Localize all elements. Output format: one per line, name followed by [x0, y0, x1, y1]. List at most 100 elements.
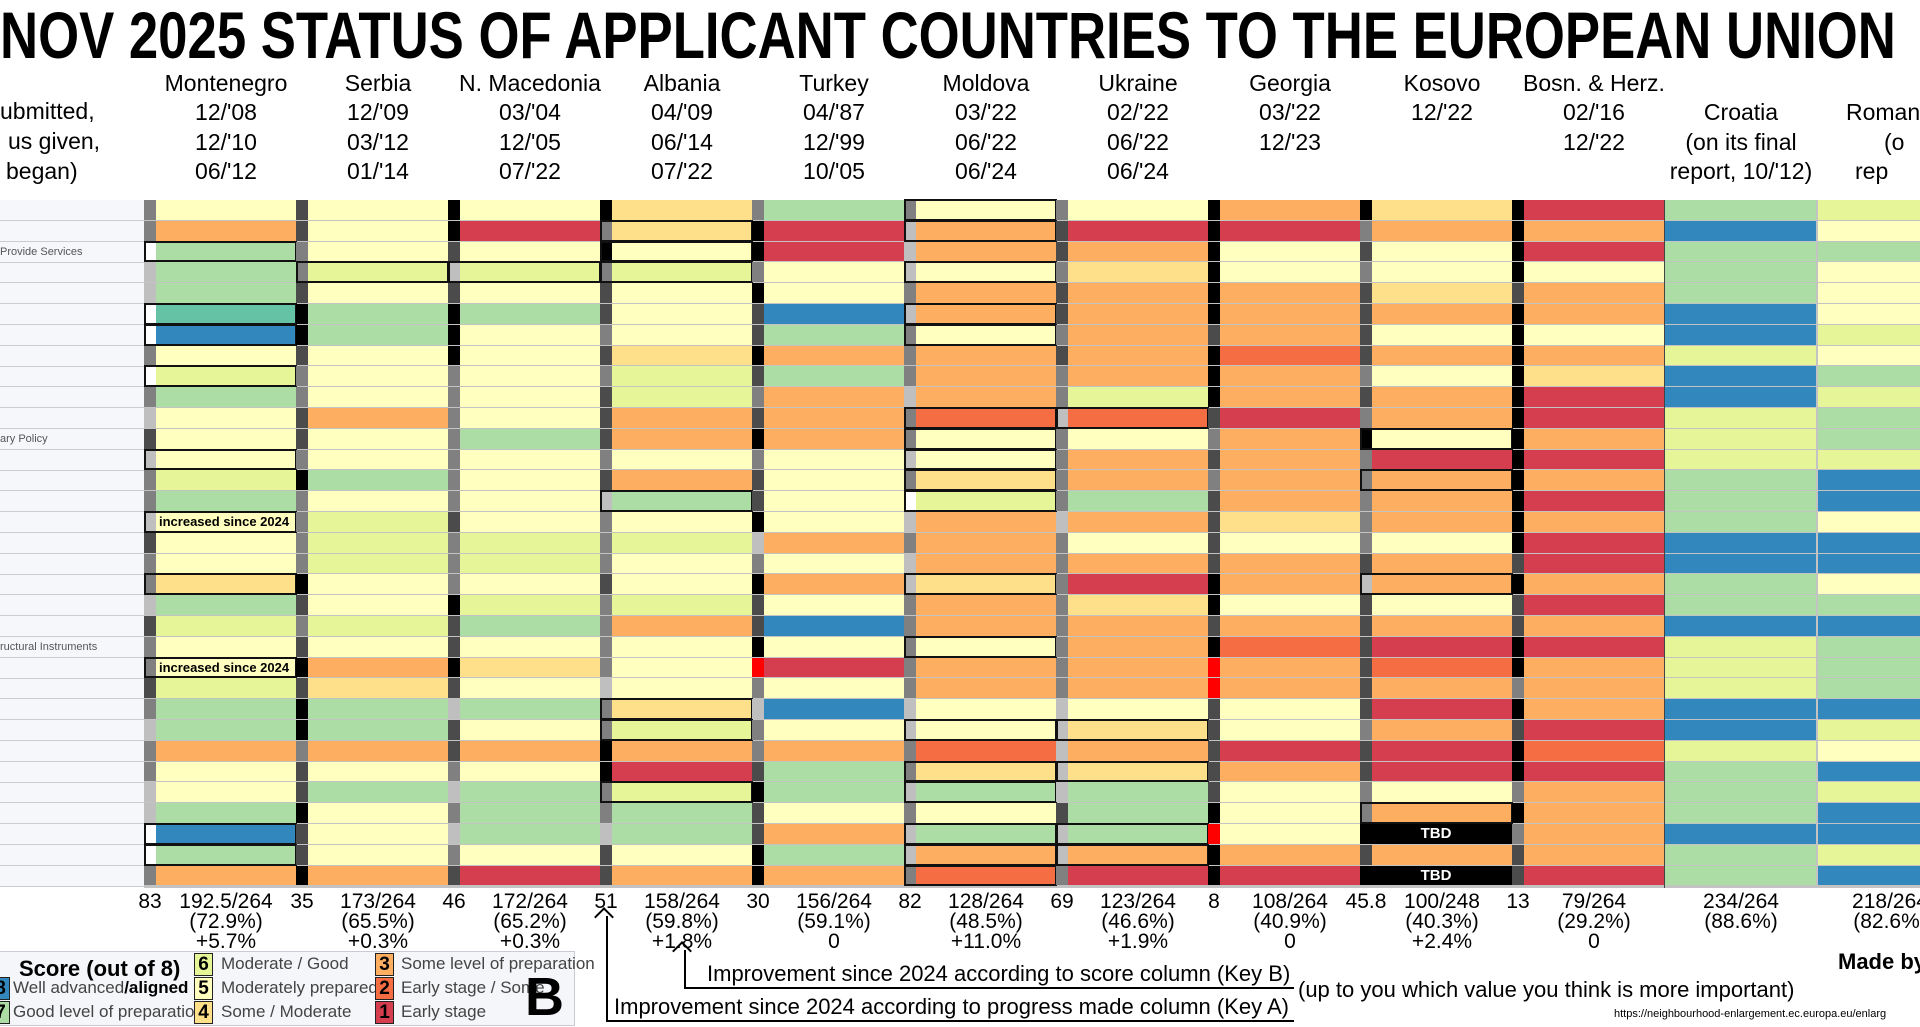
score-cell	[1068, 345, 1208, 366]
score-cell	[764, 636, 904, 657]
progress-cell	[448, 200, 460, 220]
score-cell	[1220, 200, 1360, 220]
progress-cell	[600, 304, 612, 324]
progress-cell	[752, 512, 764, 532]
progress-cell	[1056, 220, 1068, 241]
score-cell	[1524, 699, 1664, 719]
reference-score-cell	[1665, 616, 1816, 636]
reference-score-cell	[1665, 657, 1816, 678]
source-url[interactable]: https://neighbourhood-enlargement.ec.eur…	[1614, 1008, 1887, 1020]
reference-score-cell	[1818, 491, 1920, 511]
progress-cell	[904, 491, 916, 511]
progress-cell	[1056, 470, 1068, 491]
reference-score-cell	[1665, 865, 1816, 886]
reference-score-cell	[1665, 345, 1816, 366]
country-date: 02/'22	[1107, 99, 1169, 125]
score-cell	[612, 220, 752, 241]
progress-cell	[1208, 491, 1220, 511]
score-cell	[612, 574, 752, 595]
progress-cell	[904, 616, 916, 636]
progress-cell	[1208, 408, 1220, 428]
progress-cell	[448, 491, 460, 511]
score-cell	[764, 865, 904, 886]
progress-cell	[904, 844, 916, 865]
score-cell	[156, 803, 296, 823]
score-cell	[1220, 595, 1360, 615]
score-cell	[916, 595, 1056, 615]
score-arrow-baseline	[684, 987, 1294, 989]
score-cell	[916, 616, 1056, 636]
score-cell	[1524, 345, 1664, 366]
progress-cell	[600, 428, 612, 449]
progress-cell	[1056, 824, 1068, 844]
score-cell	[1220, 844, 1360, 865]
progress-cell	[296, 574, 308, 595]
country-date: 12/'10	[195, 129, 257, 155]
progress-cell	[1512, 366, 1524, 387]
score-cell	[1372, 324, 1512, 345]
score-cell	[1220, 574, 1360, 595]
progress-cell	[600, 678, 612, 699]
score-cell	[308, 616, 448, 636]
progress-cell	[296, 824, 308, 844]
progress-cell	[1512, 220, 1524, 241]
progress-cell	[1512, 595, 1524, 615]
progress-cell	[1208, 532, 1220, 553]
legend-swatch-7: 7	[0, 1001, 10, 1024]
progress-cell	[600, 657, 612, 678]
country-name: Moldova	[942, 70, 1030, 96]
score-percent: (40.3%)	[1405, 910, 1479, 933]
progress-cell	[1056, 512, 1068, 532]
score-cell	[1524, 553, 1664, 574]
progress-cell	[1208, 345, 1220, 366]
country-date: 10/'05	[803, 158, 865, 184]
score-cell	[1220, 324, 1360, 345]
reference-score-cell	[1818, 616, 1920, 636]
score-cell	[1220, 720, 1360, 740]
progress-cell	[296, 740, 308, 761]
progress-cell	[1056, 262, 1068, 283]
score-cell	[764, 595, 904, 615]
progress-cell	[1208, 304, 1220, 324]
legend-label-6: Moderate / Good	[221, 954, 349, 973]
score-cell	[1220, 428, 1360, 449]
progress-cell	[752, 678, 764, 699]
progress-cell	[1512, 824, 1524, 844]
score-cell	[460, 220, 600, 241]
progress-cell	[144, 449, 156, 470]
progress-cell	[296, 491, 308, 511]
score-cell	[460, 491, 600, 511]
progress-cell	[1208, 553, 1220, 574]
score-cell	[612, 782, 752, 803]
score-cell	[308, 595, 448, 615]
score-cell	[1524, 283, 1664, 303]
score-cell	[1068, 449, 1208, 470]
progress-cell	[904, 241, 916, 262]
legend-swatch-8: 8	[0, 977, 10, 1000]
progress-cell	[904, 865, 916, 886]
score-cell	[460, 532, 600, 553]
progress-cell	[448, 699, 460, 719]
progress-cell	[1208, 387, 1220, 407]
legend-label-2: Early stage / Some	[401, 978, 545, 997]
country-name: Albania	[643, 70, 721, 96]
score-cell	[1524, 761, 1664, 782]
chapter-row-label	[0, 762, 144, 783]
score-percent: (46.6%)	[1101, 910, 1175, 933]
score-cell	[764, 449, 904, 470]
score-cell	[1220, 408, 1360, 428]
progress-cell	[904, 657, 916, 678]
score-cell	[916, 553, 1056, 574]
progress-cell	[752, 761, 764, 782]
progress-cell	[752, 200, 764, 220]
score-cell	[156, 470, 296, 491]
progress-cell	[1208, 262, 1220, 283]
score-cell	[764, 803, 904, 823]
progress-cell	[296, 678, 308, 699]
progress-cell	[600, 636, 612, 657]
progress-cell	[1208, 740, 1220, 761]
score-cell	[460, 699, 600, 719]
score-cell	[764, 574, 904, 595]
score-cell	[1372, 449, 1512, 470]
country-name: Ukraine	[1098, 70, 1178, 96]
